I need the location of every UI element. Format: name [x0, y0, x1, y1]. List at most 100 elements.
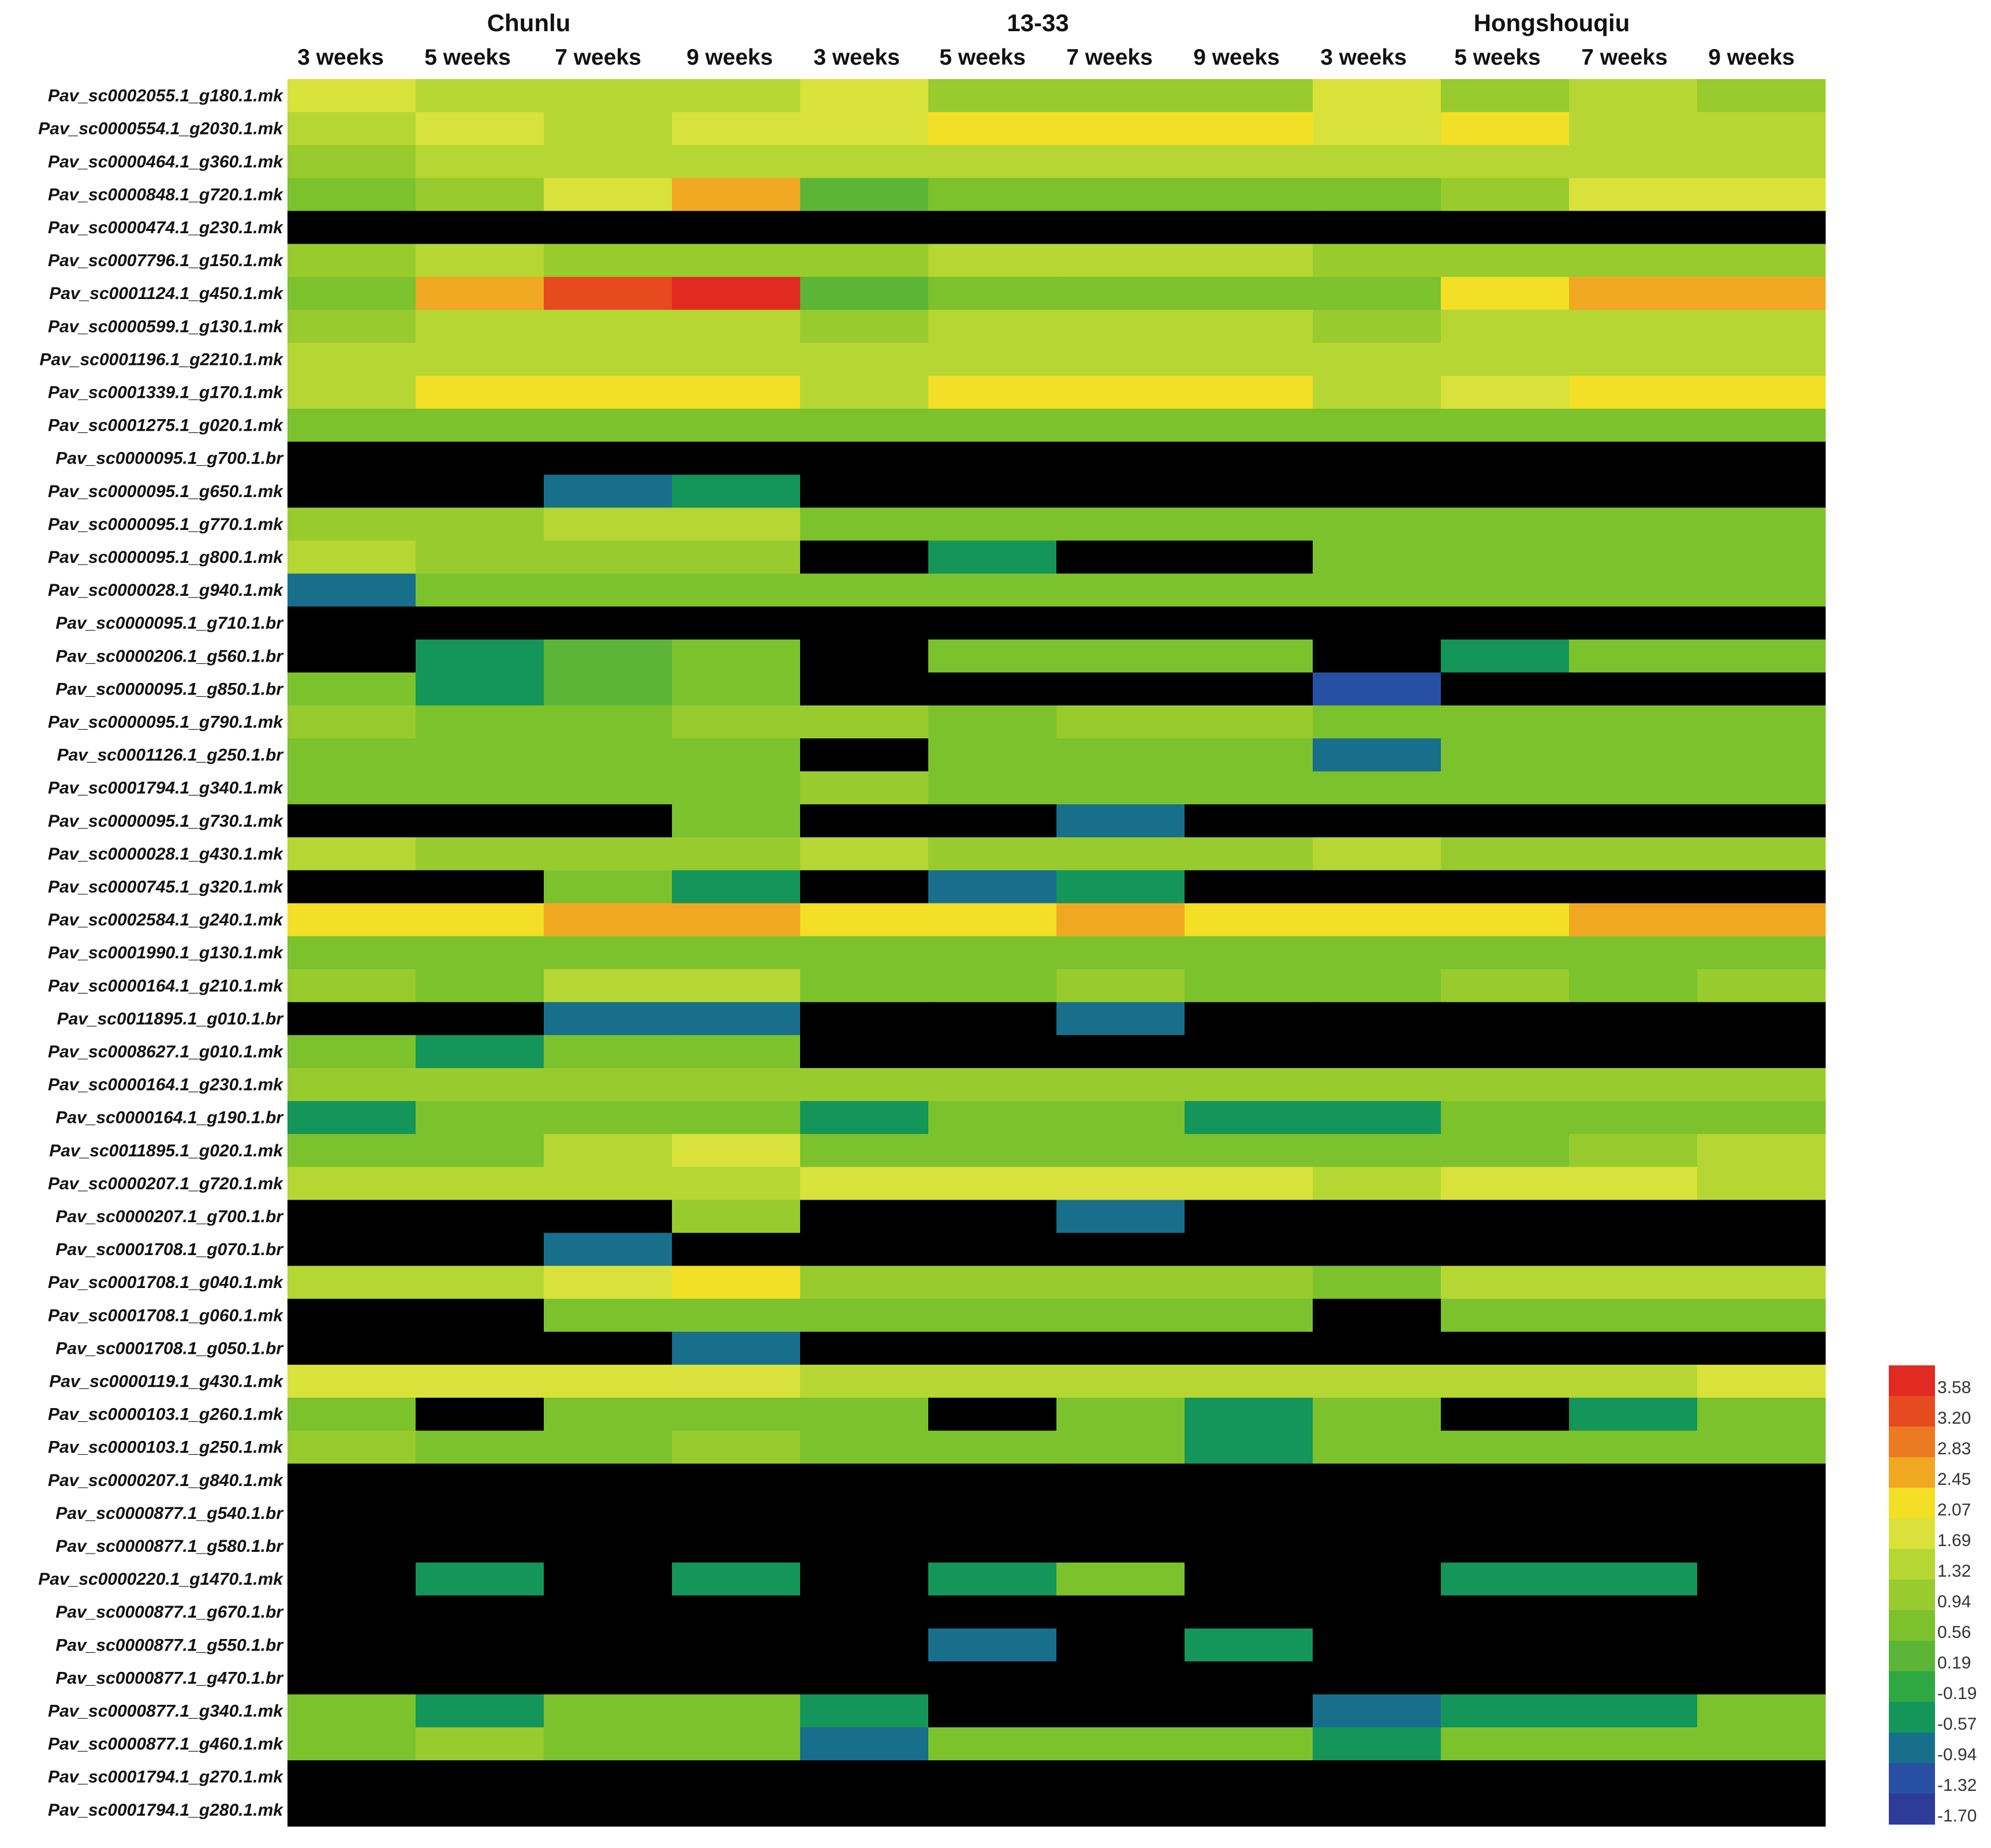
heatmap-cell: [672, 507, 801, 541]
heatmap-cell: [1056, 112, 1185, 145]
heatmap-cell: [1313, 1496, 1441, 1530]
heatmap-cell: [1441, 1265, 1570, 1300]
row-label: Pav_sc0000474.1_g230.1.mk: [48, 218, 283, 237]
heatmap-cell: [1441, 1661, 1570, 1695]
heatmap-cell: [287, 540, 416, 574]
legend-tick-label: 3.58: [1937, 1378, 1971, 1397]
heatmap-cell: [1185, 1233, 1313, 1267]
heatmap-cell: [1185, 1200, 1313, 1234]
heatmap-cell: [672, 1562, 801, 1596]
heatmap-cell: [1441, 1167, 1570, 1200]
heatmap-cell: [800, 79, 929, 113]
heatmap-cell: [1441, 475, 1570, 508]
row-label: Pav_sc0001794.1_g340.1.mk: [48, 779, 283, 798]
heatmap-cell: [928, 903, 1057, 937]
heatmap-cell: [1697, 1562, 1826, 1596]
group-header-13-33: 13-33: [1007, 9, 1069, 36]
heatmap-cell: [544, 1035, 673, 1069]
heatmap-cell: [1056, 1595, 1185, 1629]
heatmap-cell: [287, 1431, 416, 1464]
heatmap-cell: [1697, 738, 1826, 772]
heatmap-cell: [287, 1529, 416, 1563]
heatmap-cell: [544, 936, 673, 970]
heatmap-cell: [287, 1398, 416, 1431]
heatmap-cell: [416, 606, 544, 640]
heatmap-cell: [928, 1464, 1057, 1497]
heatmap-cell: [1313, 507, 1441, 541]
heatmap-cell: [1313, 870, 1441, 904]
heatmap-cell: [1441, 409, 1570, 442]
heatmap-cell: [1185, 936, 1313, 970]
heatmap-cell: [416, 1364, 544, 1398]
heatmap-cell: [287, 277, 416, 311]
heatmap-cell: [1185, 244, 1313, 278]
heatmap-cell: [1313, 342, 1441, 376]
heatmap-cell: [1313, 903, 1441, 937]
heatmap-cell: [1185, 1431, 1313, 1464]
heatmap-cell: [1569, 936, 1698, 970]
column-label: 5 weeks: [1454, 45, 1541, 70]
legend-tick-label: -1.32: [1937, 1776, 1977, 1795]
heatmap-cell: [1185, 639, 1313, 673]
heatmap-cell: [928, 1661, 1057, 1695]
heatmap-cell: [544, 1331, 673, 1365]
heatmap-cell: [1569, 540, 1698, 574]
heatmap-cell: [1441, 342, 1570, 376]
heatmap-cell: [1697, 1694, 1826, 1728]
heatmap-cell: [1185, 1793, 1313, 1827]
heatmap-cell: [1185, 178, 1313, 211]
heatmap-cell: [544, 870, 673, 904]
heatmap-cell: [1185, 145, 1313, 178]
column-label: 3 weeks: [1320, 45, 1407, 70]
heatmap-cell: [672, 1628, 801, 1662]
column-label: 3 weeks: [297, 45, 384, 70]
heatmap-cell: [544, 1661, 673, 1695]
heatmap-cell: [287, 112, 416, 145]
heatmap-cell: [287, 1464, 416, 1497]
heatmap-cell: [1441, 1233, 1570, 1267]
heatmap-cell: [672, 112, 801, 145]
heatmap-cell: [1056, 1068, 1185, 1102]
heatmap-cell: [1697, 672, 1826, 706]
heatmap-cell: [416, 375, 544, 409]
heatmap-cell: [544, 1464, 673, 1497]
heatmap-cell: [1697, 1331, 1826, 1365]
heatmap-cell: [416, 738, 544, 772]
heatmap-cell: [287, 969, 416, 1003]
heatmap-cell: [1697, 573, 1826, 607]
heatmap-cell: [1697, 178, 1826, 211]
heatmap-cell: [1185, 1167, 1313, 1200]
heatmap-cell: [1569, 738, 1698, 772]
column-label: 5 weeks: [939, 45, 1026, 70]
legend-swatch: [1889, 1518, 1935, 1550]
heatmap-cell: [672, 1431, 801, 1464]
row-label: Pav_sc0011895.1_g010.1.br: [57, 1009, 285, 1028]
heatmap-cell: [800, 1628, 929, 1662]
heatmap-cell: [1441, 936, 1570, 970]
heatmap-cell: [1697, 409, 1826, 442]
heatmap-cell: [1697, 1661, 1826, 1695]
heatmap-cell: [1697, 1233, 1826, 1267]
heatmap-cell: [672, 277, 801, 311]
heatmap-cell: [1697, 1431, 1826, 1464]
row-label: Pav_sc0000877.1_g540.1.br: [55, 1504, 284, 1523]
heatmap-cell: [287, 573, 416, 607]
heatmap-cell: [1569, 112, 1698, 145]
heatmap-cell: [287, 1002, 416, 1036]
heatmap-cell: [928, 507, 1057, 541]
heatmap-cell: [544, 442, 673, 475]
heatmap-cell: [287, 1595, 416, 1629]
legend-swatch: [1889, 1702, 1935, 1733]
heatmap-cell: [1441, 738, 1570, 772]
heatmap-cell: [287, 1035, 416, 1069]
heatmap-cell: [928, 771, 1057, 805]
heatmap-cell: [1313, 573, 1441, 607]
heatmap-cell: [672, 1760, 801, 1794]
heatmap-cell: [416, 1068, 544, 1102]
legend-tick-label: 0.56: [1937, 1623, 1971, 1642]
group-header-chunlu: Chunlu: [487, 9, 571, 36]
heatmap-cell: [1056, 672, 1185, 706]
legend-swatch: [1889, 1549, 1935, 1580]
heatmap-cell: [544, 540, 673, 574]
